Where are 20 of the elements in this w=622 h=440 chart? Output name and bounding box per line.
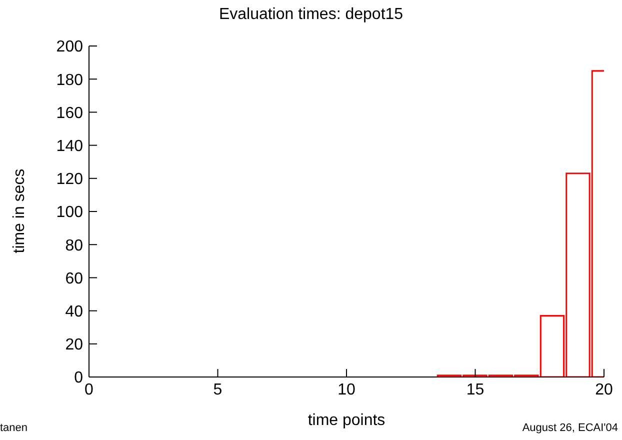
y-tick-label: 40 — [65, 303, 84, 320]
x-tick-label: 20 — [595, 381, 613, 398]
y-tick-label: 200 — [56, 38, 84, 56]
chart-title: Evaluation times: depot15 — [218, 6, 404, 24]
y-axis-title: time in secs — [11, 168, 29, 254]
x-tick-label: 15 — [466, 381, 484, 398]
y-tick-label: 0 — [74, 370, 84, 387]
y-tick-label: 160 — [56, 104, 84, 122]
text: August 26, ECAI'04 — [522, 422, 618, 434]
y-tick-label: 60 — [65, 270, 84, 288]
x-tick-label: 5 — [213, 381, 222, 398]
x-axis-title: time points — [308, 412, 386, 429]
y-tick-label: 80 — [65, 237, 84, 254]
text: tanen — [0, 422, 28, 434]
y-tick-label: 180 — [56, 72, 84, 89]
y-tick-label: 20 — [65, 336, 84, 354]
y-tick-label: 100 — [56, 204, 84, 222]
y-tick-label: 140 — [56, 138, 84, 155]
y-tick-label: 120 — [56, 171, 84, 188]
x-tick-label: 10 — [338, 381, 356, 398]
